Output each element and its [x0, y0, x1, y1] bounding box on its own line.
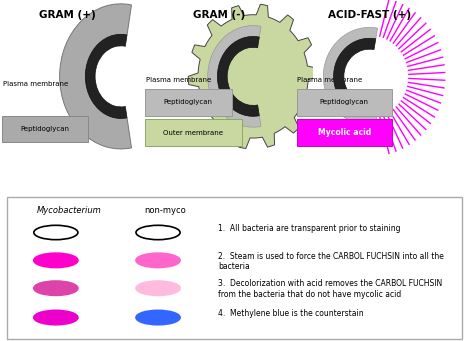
- Ellipse shape: [34, 225, 78, 240]
- FancyBboxPatch shape: [145, 119, 242, 146]
- Ellipse shape: [136, 310, 180, 325]
- Ellipse shape: [34, 310, 78, 325]
- Ellipse shape: [34, 281, 78, 295]
- Text: Plasma membrane: Plasma membrane: [3, 81, 68, 87]
- Wedge shape: [218, 36, 259, 116]
- Text: Plasma membrane: Plasma membrane: [298, 77, 363, 83]
- Ellipse shape: [136, 225, 180, 240]
- Text: Peptidoglycan: Peptidoglycan: [320, 99, 369, 105]
- Ellipse shape: [34, 253, 78, 268]
- Ellipse shape: [136, 281, 180, 295]
- FancyBboxPatch shape: [297, 119, 392, 146]
- Wedge shape: [85, 34, 127, 118]
- Ellipse shape: [136, 253, 180, 268]
- Polygon shape: [188, 4, 318, 148]
- Text: Outer membrane: Outer membrane: [164, 130, 223, 136]
- FancyBboxPatch shape: [7, 196, 462, 339]
- FancyBboxPatch shape: [297, 89, 392, 116]
- Text: GRAM (-): GRAM (-): [193, 10, 245, 19]
- Text: ACID-FAST (+): ACID-FAST (+): [328, 10, 411, 19]
- Text: GRAM (+): GRAM (+): [39, 10, 96, 19]
- Text: Mycolic acid: Mycolic acid: [318, 128, 371, 137]
- Text: Peptidoglycan: Peptidoglycan: [164, 99, 213, 105]
- Text: 4.  Methylene blue is the counterstain: 4. Methylene blue is the counterstain: [219, 309, 364, 318]
- Text: Plasma membrane: Plasma membrane: [146, 77, 211, 83]
- Text: Peptidoglycan: Peptidoglycan: [21, 126, 70, 132]
- Wedge shape: [334, 38, 376, 115]
- Text: 3.  Decolorization with acid removes the CARBOL FUCHSIN
from the bacteria that d: 3. Decolorization with acid removes the …: [219, 279, 443, 299]
- Text: 2.  Steam is used to force the CARBOL FUCHSIN into all the
bacteria: 2. Steam is used to force the CARBOL FUC…: [219, 252, 444, 271]
- Wedge shape: [208, 26, 261, 127]
- FancyBboxPatch shape: [145, 89, 232, 116]
- Text: non-myco: non-myco: [144, 206, 186, 215]
- FancyBboxPatch shape: [2, 116, 88, 142]
- Text: Mycobacterium: Mycobacterium: [37, 206, 102, 215]
- Wedge shape: [323, 27, 378, 125]
- Wedge shape: [60, 4, 131, 149]
- Text: 1.  All bacteria are transparent prior to staining: 1. All bacteria are transparent prior to…: [219, 224, 401, 233]
